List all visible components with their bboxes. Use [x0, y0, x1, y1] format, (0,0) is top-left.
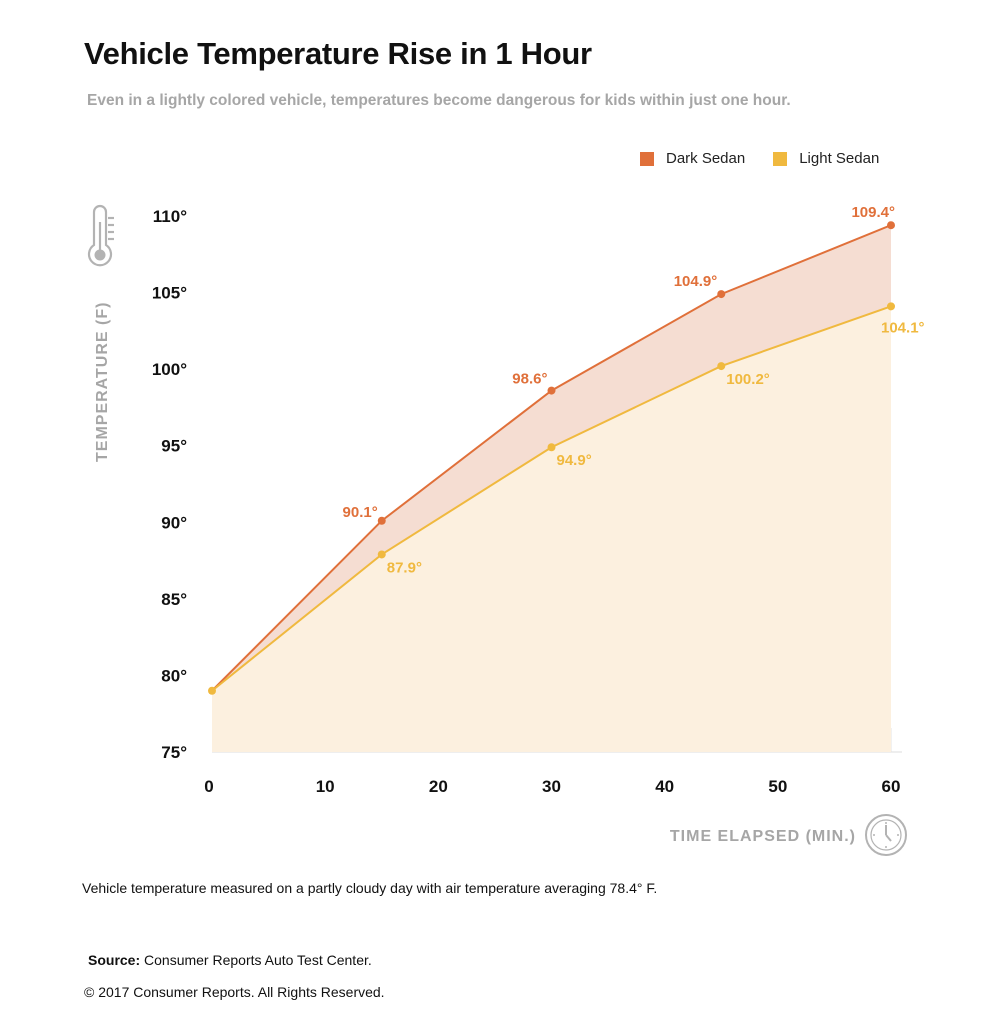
light-sedan-label-30: 94.9°: [557, 452, 592, 469]
light-sedan-label-45: 100.2°: [726, 371, 770, 388]
light-sedan-point-45: [717, 362, 726, 371]
area-fills: [212, 225, 891, 752]
x-tick-30: 30: [542, 777, 561, 796]
light-sedan-area: [212, 306, 891, 752]
dark-sedan-point-45: [717, 290, 726, 299]
light-sedan-point-0: [208, 686, 216, 695]
light-sedan-point-30: [547, 443, 556, 452]
light-sedan-point-15: [377, 550, 386, 559]
data-points: [208, 221, 895, 695]
dark-sedan-area: [212, 225, 891, 691]
x-axis-ticks: 0 10 20 30 40 50 60: [204, 777, 900, 796]
x-tick-20: 20: [429, 777, 448, 796]
legend-swatch-light-sedan: [773, 151, 788, 166]
x-tick-0: 0: [204, 777, 213, 796]
clock-icon: [865, 814, 907, 856]
legend-item-light-sedan: Light Sedan: [773, 150, 879, 167]
dark-sedan-point-60: [887, 221, 895, 230]
light-sedan-point-60: [887, 302, 895, 311]
y-tick-85: 85°: [161, 590, 187, 609]
data-labels: 90.1° 98.6° 104.9° 109.4° 87.9° 94.9° 100.2° 10…: [343, 204, 925, 576]
light-sedan-label-60: 104.1°: [881, 319, 925, 336]
y-tick-105: 105°: [152, 284, 187, 303]
chart-title: Vehicle Temperature Rise in 1 Hour: [84, 36, 592, 71]
thermometer-icon: [87, 204, 114, 267]
source-label: Source:: [88, 952, 141, 968]
legend-label-light-sedan: Light Sedan: [799, 150, 880, 167]
dark-sedan-label-15: 90.1°: [343, 504, 378, 521]
chart-subtitle: Even in a lightly colored vehicle, tempe…: [87, 92, 791, 109]
y-tick-110: 110°: [153, 207, 187, 226]
footnote: Vehicle temperature measured on a partly…: [82, 880, 658, 896]
x-tick-40: 40: [655, 777, 674, 796]
source-line: Source: Consumer Reports Auto Test Cente…: [88, 952, 372, 968]
x-tick-50: 50: [768, 777, 787, 796]
dark-sedan-label-30: 98.6°: [512, 371, 547, 388]
x-tick-10: 10: [316, 777, 335, 796]
y-axis-title: TEMPERATURE (F): [94, 302, 111, 462]
y-axis-ticks: 75° 80° 85° 90° 95° 100° 105° 110°: [152, 207, 187, 762]
y-tick-75: 75°: [161, 743, 187, 762]
y-tick-100: 100°: [152, 360, 187, 379]
dark-sedan-label-45: 104.9°: [674, 273, 718, 290]
temperature-chart: TEMPERATURE (F) 90.1° 98.6° 104.9° 109.4° 87…: [87, 204, 925, 856]
light-sedan-label-15: 87.9°: [387, 559, 422, 576]
legend-label-dark-sedan: Dark Sedan: [666, 150, 746, 167]
copyright: © 2017 Consumer Reports. All Rights Rese…: [84, 984, 385, 1000]
chart-legend: Dark Sedan Light Sedan: [640, 150, 879, 167]
legend-item-dark-sedan: Dark Sedan: [640, 150, 745, 167]
y-tick-80: 80°: [161, 666, 187, 685]
y-tick-95: 95°: [161, 437, 187, 456]
dark-sedan-label-60: 109.4°: [851, 204, 895, 221]
source-text: Consumer Reports Auto Test Center.: [140, 952, 372, 968]
dark-sedan-point-30: [547, 386, 556, 395]
x-tick-60: 60: [882, 777, 901, 796]
x-axis-title: TIME ELAPSED (MIN.): [670, 828, 856, 845]
y-tick-90: 90°: [161, 513, 187, 532]
dark-sedan-point-15: [377, 516, 386, 525]
legend-swatch-dark-sedan: [640, 151, 654, 166]
